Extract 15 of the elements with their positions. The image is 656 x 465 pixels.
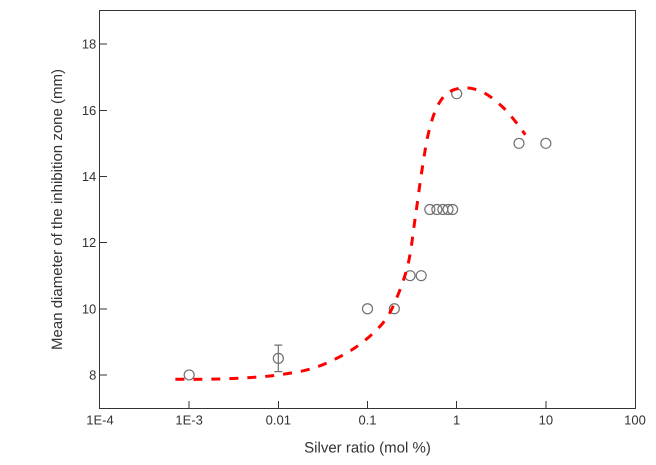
x-axis-title: Silver ratio (mol %) bbox=[304, 440, 431, 457]
y-tick-label: 12 bbox=[82, 235, 96, 250]
y-tick-label: 10 bbox=[82, 301, 96, 316]
y-tick-label: 8 bbox=[89, 367, 96, 382]
x-tick-label: 1E-4 bbox=[86, 412, 114, 428]
y-tick-label: 18 bbox=[82, 36, 96, 52]
x-tick-label: 100 bbox=[624, 412, 646, 428]
x-tick-label: 0.01 bbox=[266, 412, 291, 428]
y-tick-label: 14 bbox=[82, 168, 96, 184]
x-tick-label: 1 bbox=[453, 412, 460, 428]
x-tick-label: 10 bbox=[538, 412, 554, 428]
y-tick-label: 16 bbox=[82, 102, 96, 118]
x-tick-label: 1E-3 bbox=[175, 412, 203, 428]
y-axis-title: Mean diameter of the inhibition zone (mm) bbox=[49, 69, 66, 350]
x-tick-label: 0.1 bbox=[358, 412, 377, 428]
